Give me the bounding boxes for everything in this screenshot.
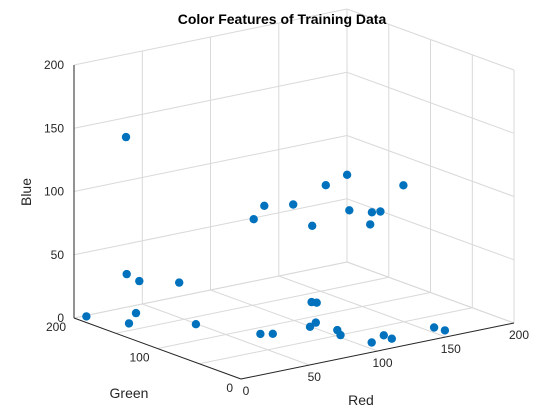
data-point [366, 220, 375, 229]
data-points [82, 132, 450, 347]
data-point [135, 276, 144, 286]
data-point [124, 319, 134, 328]
data-point [379, 331, 388, 340]
z-tick-label: 150 [44, 121, 64, 135]
data-point [122, 269, 131, 279]
y-tick-label: 200 [46, 320, 66, 334]
data-point [342, 170, 352, 179]
z-tick-label: 100 [44, 185, 64, 199]
z-axis-label: Blue [18, 178, 34, 206]
grid-line [346, 198, 515, 261]
grid-line [73, 135, 348, 192]
data-point [175, 278, 184, 287]
grid-line [73, 8, 348, 66]
data-point [305, 322, 315, 331]
data-point [249, 215, 258, 224]
data-point [367, 338, 376, 347]
x-tick-label: 50 [308, 370, 322, 384]
grid-line [115, 276, 389, 334]
data-point [399, 181, 408, 190]
data-point [376, 207, 385, 216]
data-point [268, 329, 277, 338]
chart-title: Color Features of Training Data [178, 11, 387, 27]
data-point [311, 318, 320, 327]
y-axis-line [73, 317, 242, 380]
data-point [345, 206, 354, 215]
x-axis-label: Red [348, 392, 374, 408]
data-point [308, 221, 317, 230]
data-point [312, 298, 321, 307]
data-point [82, 312, 91, 321]
data-point [336, 330, 345, 340]
z-tick-label: 0 [57, 311, 64, 325]
grid-line [73, 261, 348, 319]
y-tick-label: 100 [129, 351, 149, 365]
grid [73, 8, 515, 380]
x-tick-label: 150 [441, 342, 461, 356]
grid-line [346, 8, 515, 71]
data-point [429, 323, 439, 332]
z-tick-label: 200 [44, 58, 64, 72]
y-axis-label: Green [110, 385, 149, 401]
x-tick-label: 100 [372, 356, 392, 370]
axes [73, 65, 515, 380]
grid-line [346, 71, 515, 134]
grid-line [157, 292, 431, 349]
data-point [387, 334, 396, 343]
grid-line [73, 198, 348, 256]
data-point [121, 132, 131, 142]
z-tick-label: 50 [51, 248, 65, 262]
data-point [440, 326, 450, 335]
data-point [256, 329, 265, 339]
grid-line [199, 307, 473, 365]
grid-line [73, 71, 348, 129]
x-axis-line [240, 322, 515, 380]
data-point [191, 320, 201, 329]
data-point [131, 308, 141, 318]
x-tick-label: 0 [243, 384, 250, 398]
data-point [260, 201, 269, 210]
data-point [321, 181, 330, 190]
data-point [289, 200, 298, 209]
data-point [367, 208, 377, 217]
grid-line [346, 261, 515, 324]
x-tick-label: 200 [509, 328, 529, 342]
grid-line [346, 135, 515, 197]
y-tick-label: 0 [226, 381, 233, 395]
